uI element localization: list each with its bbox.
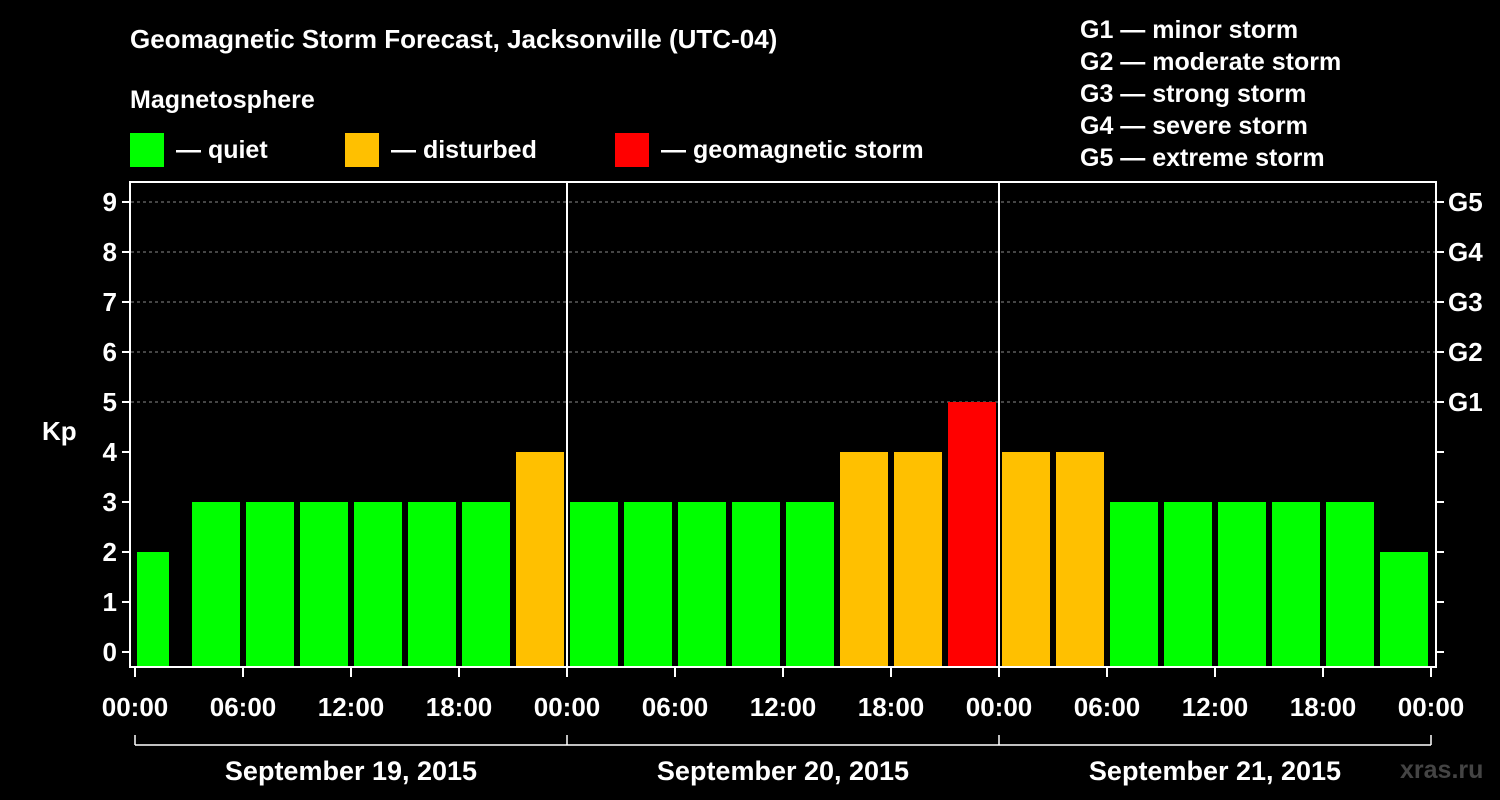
bar: [948, 402, 996, 667]
bar: [137, 552, 169, 667]
legend-label-disturbed: — disturbed: [391, 135, 537, 164]
x-tick-label: 00:00: [102, 692, 169, 722]
bar: [732, 502, 780, 667]
legend-item-disturbed: — disturbed: [345, 133, 537, 167]
g-scale-label: G2: [1448, 337, 1483, 367]
y-tick-label: 7: [103, 287, 117, 317]
x-tick-label: 06:00: [642, 692, 709, 722]
legend-label-quiet: — quiet: [176, 135, 268, 164]
y-tick-label: 5: [103, 387, 117, 417]
x-tick-label: 18:00: [1290, 692, 1357, 722]
bar: [462, 502, 510, 667]
bar: [516, 452, 564, 667]
day-label: September 19, 2015: [225, 756, 477, 786]
y-tick-label: 4: [103, 437, 118, 467]
watermark: xras.ru: [1400, 756, 1484, 784]
bar: [678, 502, 726, 667]
g-scale-label: G5: [1448, 187, 1483, 217]
bar: [1218, 502, 1266, 667]
x-tick-label: 12:00: [1182, 692, 1249, 722]
bar: [894, 452, 942, 667]
bar: [786, 502, 834, 667]
x-tick-label: 06:00: [1074, 692, 1141, 722]
bar: [624, 502, 672, 667]
bar: [1110, 502, 1158, 667]
bar: [246, 502, 294, 667]
bar: [354, 502, 402, 667]
bar: [300, 502, 348, 667]
bar: [1326, 502, 1374, 667]
legend-label-storm: — geomagnetic storm: [661, 135, 924, 164]
storm-scale-g5: G5 — extreme storm: [1080, 144, 1325, 172]
bar: [408, 502, 456, 667]
g-scale-label: G3: [1448, 287, 1483, 317]
day-label: September 20, 2015: [657, 756, 909, 786]
y-tick-label: 3: [103, 487, 117, 517]
g-scale-label: G1: [1448, 387, 1483, 417]
bar: [1002, 452, 1050, 667]
bar: [1380, 552, 1428, 667]
legend-swatch-quiet: [130, 133, 164, 167]
bar: [570, 502, 618, 667]
y-axis-label: Kp: [42, 416, 77, 446]
storm-scale-g2: G2 — moderate storm: [1080, 48, 1342, 76]
storm-scale-g3: G3 — strong storm: [1080, 80, 1307, 108]
y-tick-label: 9: [103, 187, 117, 217]
x-tick-label: 00:00: [534, 692, 601, 722]
x-tick-label: 12:00: [318, 692, 385, 722]
y-tick-label: 6: [103, 337, 117, 367]
legend-item-storm: — geomagnetic storm: [615, 133, 924, 167]
day-label: September 21, 2015: [1089, 756, 1341, 786]
storm-scale-legend: G1 — minor storm G2 — moderate storm G3 …: [1080, 14, 1341, 174]
legend-swatch-storm: [615, 133, 649, 167]
storm-scale-g4: G4 — severe storm: [1080, 112, 1308, 140]
x-tick-label: 00:00: [1398, 692, 1465, 722]
bar: [1056, 452, 1104, 667]
x-tick-label: 00:00: [966, 692, 1033, 722]
x-tick-label: 12:00: [750, 692, 817, 722]
storm-scale-g1: G1 — minor storm: [1080, 16, 1299, 44]
y-tick-label: 2: [103, 537, 117, 567]
y-tick-label: 1: [103, 587, 117, 617]
y-tick-label: 0: [103, 637, 117, 667]
legend-item-quiet: — quiet: [130, 133, 268, 167]
g-scale-label: G4: [1448, 237, 1483, 267]
bar: [1164, 502, 1212, 667]
x-tick-label: 18:00: [858, 692, 925, 722]
bar: [1272, 502, 1320, 667]
y-tick-label: 8: [103, 237, 117, 267]
bar: [840, 452, 888, 667]
bar: [192, 502, 240, 667]
magnetosphere-label: Magnetosphere: [130, 86, 315, 114]
chart-title: Geomagnetic Storm Forecast, Jacksonville…: [130, 24, 778, 54]
x-tick-label: 18:00: [426, 692, 493, 722]
x-tick-label: 06:00: [210, 692, 277, 722]
legend-swatch-disturbed: [345, 133, 379, 167]
